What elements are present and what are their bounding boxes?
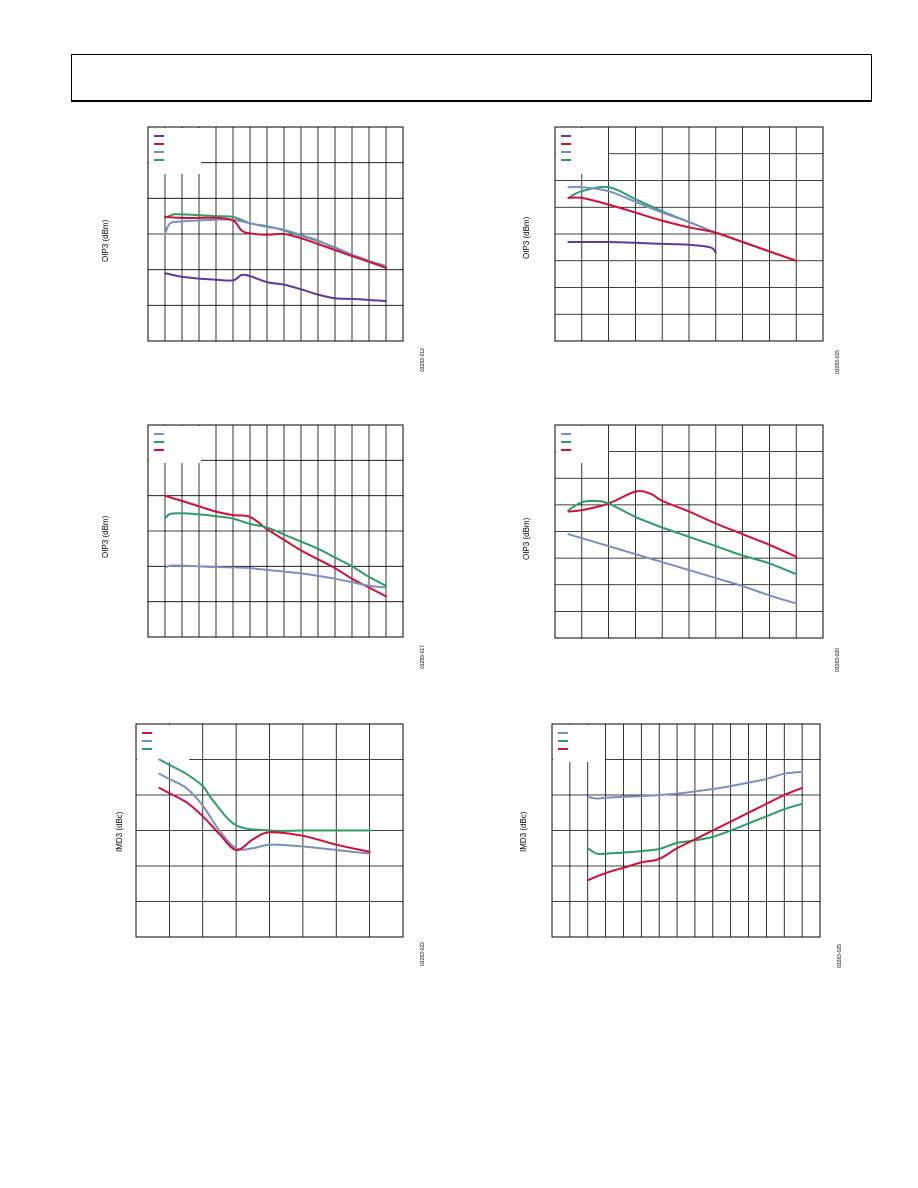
series-line-red	[164, 494, 387, 598]
legend-box	[553, 725, 605, 762]
series-line-red	[567, 490, 798, 558]
chart-imd3-bottom-right: IMD3 (dBc) 03283-025	[459, 700, 918, 1000]
series-line-green	[158, 758, 371, 832]
series-line-green	[164, 512, 387, 587]
chart-svg	[135, 723, 404, 938]
series-line-purple	[164, 272, 387, 303]
series-line-purple	[567, 240, 717, 254]
chart-imd3-bottom-left: IMD3 (dBc) 03283-022	[0, 700, 459, 1000]
chart-oip3-top-left: OIP3 (dBm) 03283-012	[0, 0, 459, 400]
chart-svg	[147, 424, 404, 638]
legend-box	[556, 426, 608, 463]
chart-oip3-top-right: OIP3 (dBm) 03283-015	[459, 0, 918, 400]
series-line-green	[586, 802, 804, 856]
series-line-red	[158, 786, 371, 853]
chart-svg	[551, 723, 821, 938]
legend-box	[149, 426, 201, 463]
chart-svg	[147, 126, 404, 342]
series-line-red	[586, 786, 804, 882]
page-header-box	[71, 54, 872, 102]
legend-box	[137, 725, 189, 762]
series-line-blue	[158, 772, 371, 855]
chart-oip3-middle-right: OIP3 (dBm) 03283-020	[459, 400, 918, 700]
series-line-green	[164, 213, 387, 268]
chart-svg	[554, 424, 824, 639]
series-line-red	[164, 215, 387, 269]
series-line-blue	[586, 770, 804, 800]
chart-svg	[554, 126, 824, 342]
chart-oip3-middle-left: OIP3 (dBm) 03283-017	[0, 400, 459, 700]
series-line-blue	[164, 564, 387, 589]
series-line-blue	[567, 533, 798, 605]
series-line-green	[567, 499, 798, 576]
series-line-red	[567, 196, 798, 262]
series-line-blue	[164, 218, 387, 268]
